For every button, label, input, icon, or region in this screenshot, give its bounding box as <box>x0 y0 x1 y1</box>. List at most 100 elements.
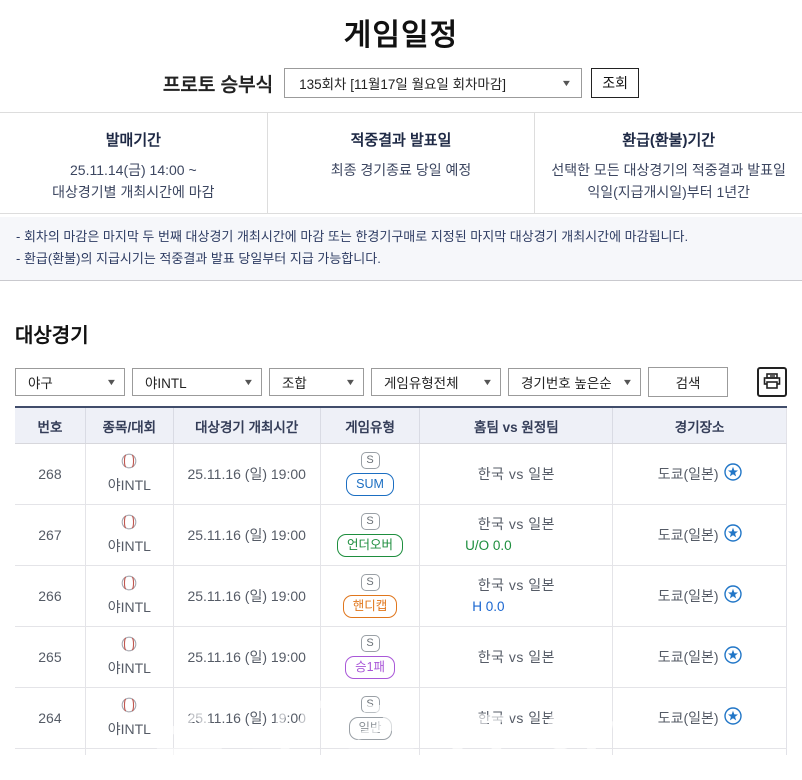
venue-cell: 도쿄(일본) <box>612 505 786 565</box>
info-title: 발매기간 <box>105 132 161 149</box>
teams-label: 한국 vs 일본 <box>477 577 556 593</box>
venue-label: 도쿄(일본) <box>657 465 719 482</box>
league-label: 야INTL <box>107 660 151 676</box>
sort-select[interactable]: 경기번호 높은순 ▼ <box>508 368 641 396</box>
printer-icon <box>763 372 781 392</box>
baseball-icon <box>121 697 137 718</box>
table-row-partial <box>15 749 787 755</box>
s-icon: S <box>360 452 380 469</box>
game-number: 267 <box>38 526 62 543</box>
league-cell: 야INTL <box>84 688 173 748</box>
chevron-down-icon: ▼ <box>242 377 255 387</box>
info-line: 최종 경기종료 당일 예정 <box>330 162 472 178</box>
league-select[interactable]: 야INTL ▼ <box>132 368 262 396</box>
game-number: 264 <box>38 709 62 726</box>
league-label: 야INTL <box>107 477 151 493</box>
game-type-cell: S SUM <box>319 444 420 504</box>
s-icon: S <box>360 635 380 652</box>
col-header-league: 종목/대회 <box>84 408 173 443</box>
info-title: 환급(환불)기간 <box>622 132 716 149</box>
table-row: 268 야INTL 25.11.16 (일) 19:00 S SUM 한국 vs… <box>15 444 787 505</box>
proto-label: 프로토 승부식 <box>162 74 274 96</box>
game-type-badge: SUM <box>346 473 394 496</box>
teams-label: 한국 vs 일본 <box>477 516 556 532</box>
game-number: 268 <box>38 465 62 482</box>
game-number: 266 <box>38 587 62 604</box>
league-cell <box>84 749 173 755</box>
teams-cell: 한국 vs 일본 U/O 0.0 <box>419 505 612 565</box>
game-type-cell <box>319 749 420 755</box>
venue-label: 도쿄(일본) <box>657 587 719 604</box>
print-button[interactable] <box>757 367 787 397</box>
baseball-icon <box>121 514 137 535</box>
game-type-select-value: 게임유형전체 <box>384 376 459 391</box>
games-table: 번호 종목/대회 대상경기 개최시간 게임유형 홈팀 vs 원정팀 경기장소 2… <box>15 406 787 755</box>
star-circle-icon[interactable] <box>723 584 742 608</box>
game-type-cell: S 승1패 <box>319 627 420 687</box>
venue-cell <box>612 749 786 755</box>
venue-cell: 도쿄(일본) <box>612 566 786 626</box>
chevron-down-icon: ▼ <box>621 377 634 387</box>
table-row: 264 야INTL 25.11.16 (일) 19:00 S 일반 한국 vs … <box>15 688 787 749</box>
game-number <box>15 749 85 755</box>
table-row: 267 야INTL 25.11.16 (일) 19:00 S 언더오버 한국 v… <box>15 505 787 566</box>
info-col-refund-period: 환급(환불)기간 선택한 모든 대상경기의 적중결과 발표일 익일(지급개시일)… <box>534 113 802 213</box>
venue-label: 도쿄(일본) <box>657 526 719 543</box>
game-type-badge: 승1패 <box>345 656 396 679</box>
round-select[interactable]: 135회차 [11월17일 월요일 회차마감] ▼ <box>284 68 583 98</box>
teams-cell <box>419 749 612 755</box>
game-number: 265 <box>38 648 62 665</box>
league-cell: 야INTL <box>84 444 173 504</box>
table-header-row: 번호 종목/대회 대상경기 개최시간 게임유형 홈팀 vs 원정팀 경기장소 <box>15 408 787 444</box>
baseball-icon <box>121 453 137 474</box>
teams-cell: 한국 vs 일본 <box>419 688 612 748</box>
game-time: 25.11.16 (일) 19:00 <box>172 505 320 565</box>
star-circle-icon[interactable] <box>723 706 742 730</box>
teams-cell: 한국 vs 일본 <box>419 444 612 504</box>
inquiry-button[interactable]: 조회 <box>591 68 640 98</box>
venue-label: 도쿄(일본) <box>657 709 719 726</box>
game-type-badge: 일반 <box>348 717 392 740</box>
star-circle-icon[interactable] <box>723 462 742 486</box>
teams-cell: 한국 vs 일본 H 0.0 <box>419 566 612 626</box>
game-type-badge: 언더오버 <box>337 534 404 557</box>
teams-label: 한국 vs 일본 <box>477 465 556 482</box>
info-col-sale-period: 발매기간 25.11.14(금) 14:00 ~ 대상경기별 개최시간에 마감 <box>0 113 267 213</box>
chevron-down-icon: ▼ <box>344 377 357 387</box>
page-title: 게임일정 <box>343 19 459 52</box>
info-title: 적중결과 발표일 <box>350 132 452 149</box>
game-time: 25.11.16 (일) 19:00 <box>172 688 320 748</box>
game-type-badge: 핸디캡 <box>342 595 398 618</box>
chevron-down-icon: ▼ <box>560 78 573 88</box>
info-line: 25.11.14(금) 14:00 ~ <box>70 162 197 178</box>
combo-select[interactable]: 조합 ▼ <box>269 368 364 396</box>
sport-select[interactable]: 야구 ▼ <box>15 368 125 396</box>
s-icon: S <box>360 574 380 591</box>
search-button[interactable]: 검색 <box>648 367 728 397</box>
venue-label: 도쿄(일본) <box>657 648 719 665</box>
info-line: 익일(지급개시일)부터 1년간 <box>587 184 751 200</box>
game-time: 25.11.16 (일) 19:00 <box>172 566 320 626</box>
baseball-icon <box>121 636 137 657</box>
star-circle-icon[interactable] <box>723 523 742 547</box>
game-time: 25.11.16 (일) 19:00 <box>172 627 320 687</box>
col-header-game-type: 게임유형 <box>319 408 420 443</box>
venue-cell: 도쿄(일본) <box>612 444 786 504</box>
teams-label: 한국 vs 일본 <box>477 648 556 665</box>
filter-bar: 야구 ▼ 야INTL ▼ 조합 ▼ 게임유형전체 ▼ 경기번호 높은순 ▼ 검색 <box>15 367 787 397</box>
info-line: 대상경기별 개최시간에 마감 <box>52 184 215 200</box>
combo-select-value: 조합 <box>282 376 307 391</box>
league-label: 야INTL <box>107 538 151 554</box>
s-icon: S <box>360 696 380 713</box>
note-line: - 회차의 마감은 마지막 두 번째 대상경기 개최시간에 마감 또는 한경기구… <box>16 229 689 244</box>
star-circle-icon[interactable] <box>723 645 742 669</box>
chevron-down-icon: ▼ <box>105 377 118 387</box>
sport-select-value: 야구 <box>28 376 53 391</box>
venue-cell: 도쿄(일본) <box>612 688 786 748</box>
col-header-venue: 경기장소 <box>612 408 786 443</box>
baseball-icon <box>121 575 137 596</box>
game-type-select[interactable]: 게임유형전체 ▼ <box>371 368 501 396</box>
round-controls: 프로토 승부식 135회차 [11월17일 월요일 회차마감] ▼ 조회 <box>0 68 802 98</box>
league-cell: 야INTL <box>84 627 173 687</box>
league-cell: 야INTL <box>84 566 173 626</box>
